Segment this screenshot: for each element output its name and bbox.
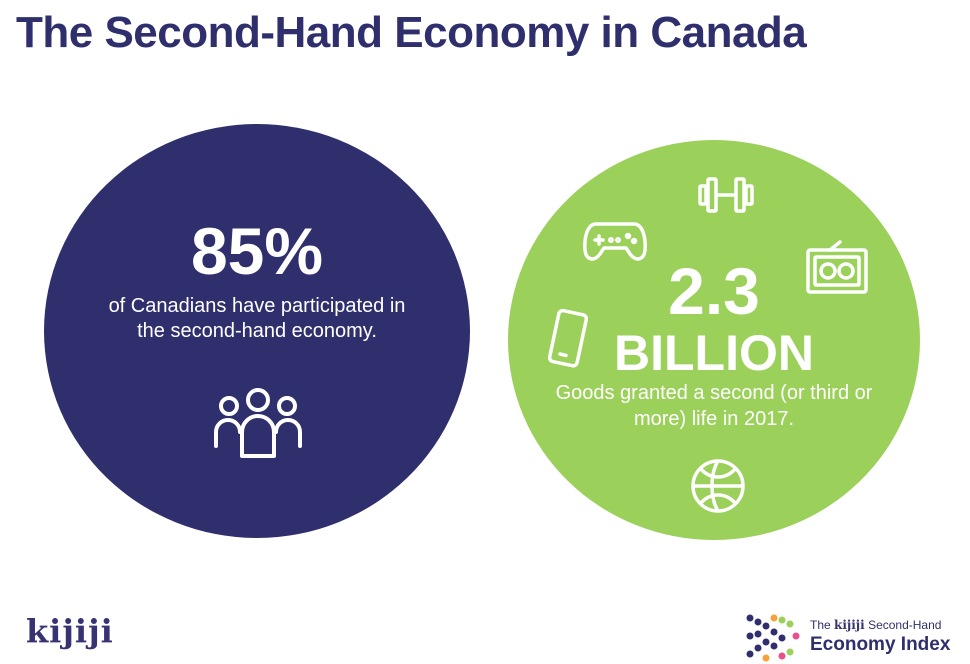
participation-percent: 85% — [190, 214, 324, 288]
participation-stat-circle: 85% of Canadians have participated in th… — [44, 124, 470, 538]
phone-icon — [547, 308, 588, 368]
index-prefix: The — [810, 618, 831, 632]
people-icon — [214, 388, 302, 458]
index-brand: kijiji — [834, 618, 865, 632]
goods-stat-circle: 2.3 BILLION Goods granted a second (or t… — [508, 140, 920, 540]
goods-count-value: 2.3 — [668, 254, 760, 328]
index-suffix: Second-Hand — [868, 618, 942, 632]
kijiji-logo: kijiji — [26, 612, 114, 650]
index-title: Economy Index — [810, 634, 951, 655]
participation-description: of Canadians have participated in the se… — [108, 295, 406, 342]
index-subtitle: The kijiji Second-Hand — [810, 618, 941, 632]
gamepad-icon — [583, 222, 647, 261]
goods-count-unit: BILLION — [614, 325, 814, 381]
index-mark-icon — [746, 614, 800, 662]
dumbbell-icon — [698, 177, 754, 213]
goods-description: Goods granted a second (or third or more… — [555, 382, 873, 430]
basketball-icon — [691, 459, 745, 513]
radio-icon — [806, 240, 868, 294]
page-title: The Second-Hand Economy in Canada — [16, 8, 807, 57]
